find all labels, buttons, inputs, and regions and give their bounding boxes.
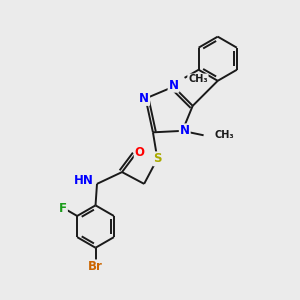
Text: O: O	[135, 146, 145, 159]
Text: N: N	[180, 124, 190, 137]
Text: N: N	[169, 79, 178, 92]
Text: Br: Br	[88, 260, 103, 273]
Text: CH₃: CH₃	[188, 74, 208, 84]
Text: HN: HN	[74, 174, 94, 187]
Text: N: N	[139, 92, 149, 105]
Text: S: S	[153, 152, 162, 165]
Text: F: F	[59, 202, 67, 215]
Text: CH₃: CH₃	[215, 130, 234, 140]
